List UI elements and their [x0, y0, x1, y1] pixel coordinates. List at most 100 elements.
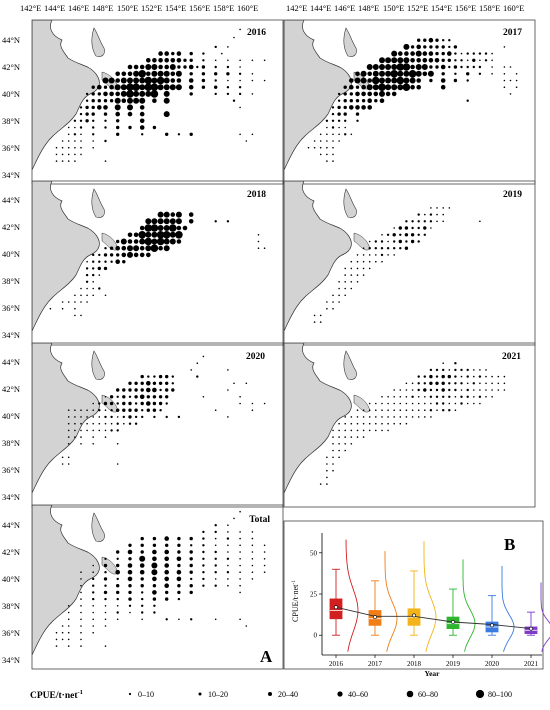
cpue-point — [440, 64, 446, 70]
x-ticks: 2016 2017 2018 2019 2020 2021 — [329, 655, 539, 668]
cpue-point — [410, 233, 415, 237]
cpue-point — [397, 57, 404, 64]
cpue-point — [144, 76, 153, 85]
cpue-point — [157, 70, 164, 77]
cpue-point — [92, 253, 95, 257]
cpue-point — [319, 321, 322, 323]
cpue-point — [368, 416, 371, 418]
cpue-point — [177, 590, 181, 595]
cpue-point — [122, 388, 126, 392]
cpue-point — [411, 220, 414, 223]
cpue-point — [239, 106, 241, 109]
cpue-point — [355, 91, 360, 97]
cpue-point — [257, 247, 260, 249]
cpue-point — [152, 590, 157, 595]
lon-tick-label: 148°E — [358, 3, 379, 13]
cpue-point — [391, 50, 398, 57]
cpue-point — [485, 369, 487, 371]
cpue-point — [214, 220, 217, 223]
cpue-point — [239, 591, 241, 594]
cpue-point — [375, 422, 377, 425]
cpue-points-2019 — [313, 207, 481, 323]
cpue-point — [73, 133, 77, 136]
cpue-point — [423, 388, 427, 392]
cpue-point — [79, 112, 83, 116]
mean-marker — [334, 605, 338, 610]
cpue-point — [201, 72, 206, 76]
cpue-point — [109, 401, 114, 406]
cpue-point — [391, 91, 397, 97]
lat-tick-label: 36°N — [2, 628, 20, 638]
cpue-point — [151, 569, 158, 576]
cpue-point — [503, 375, 506, 378]
cpue-point — [74, 294, 76, 297]
cpue-point — [127, 111, 133, 117]
cpue-point — [92, 618, 94, 621]
cpue-point — [67, 645, 70, 647]
cpue-point — [152, 597, 157, 601]
cpue-point — [385, 57, 392, 64]
cpue-point — [350, 281, 353, 283]
cpue-point — [67, 140, 70, 142]
lat-tick-label: 40°N — [2, 89, 20, 99]
cpue-point — [509, 93, 512, 95]
cpue-point — [141, 133, 144, 136]
cpue-point — [91, 105, 95, 110]
cpue-point — [153, 375, 156, 378]
cpue-point — [387, 422, 389, 425]
cpue-point — [139, 90, 146, 97]
cpue-point — [429, 45, 433, 49]
cpue-point — [85, 267, 89, 270]
cpue-point — [442, 368, 445, 372]
cpue-point — [188, 64, 194, 70]
cpue-point — [387, 429, 389, 432]
cpue-point — [98, 409, 101, 412]
cpue-point — [454, 409, 457, 411]
cpue-point — [91, 92, 95, 96]
cpue-point — [393, 254, 395, 256]
cpue-point — [331, 112, 335, 116]
cpue-point — [453, 78, 458, 83]
cpue-point — [380, 240, 384, 243]
cpue-point — [176, 556, 182, 562]
lat-ticks-row-4: 44°N 42°N 40°N 38°N 36°N 34°N — [2, 520, 20, 665]
cpue-point — [472, 52, 475, 55]
cpue-point — [146, 401, 151, 406]
cpue-point — [139, 125, 145, 130]
map-year-label: 2020 — [246, 352, 265, 362]
cpue-point — [97, 99, 102, 103]
lon-tick-label: 158°E — [213, 3, 234, 13]
cpue-point — [74, 314, 76, 317]
cpue-point — [158, 51, 163, 56]
cpue-point — [214, 544, 217, 547]
cpue-point — [153, 415, 156, 419]
cpue-point — [74, 126, 76, 129]
mean-marker — [412, 613, 416, 618]
cpue-point — [214, 79, 217, 82]
cpue-point — [67, 605, 70, 607]
cpue-point — [332, 429, 334, 432]
cpue-point — [485, 382, 487, 385]
cpue-point — [466, 395, 469, 398]
cpue-point — [421, 64, 428, 70]
cpue-point — [405, 396, 408, 398]
cpue-point — [103, 105, 108, 110]
cpue-point — [104, 611, 107, 614]
cpue-point — [182, 225, 188, 231]
cpue-point — [436, 213, 438, 216]
cpue-point — [373, 91, 379, 97]
cpue-point — [387, 254, 389, 256]
cpue-point — [410, 239, 415, 244]
lon-tick-label: 150°E — [383, 3, 404, 13]
cpue-point — [473, 375, 475, 378]
cpue-point — [448, 369, 451, 371]
cpue-point — [393, 416, 395, 418]
cpue-point — [196, 65, 199, 69]
cpue-point — [399, 402, 402, 405]
cpue-point — [85, 92, 89, 96]
cpue-point — [405, 402, 408, 405]
cpue-point — [356, 436, 359, 438]
cpue-point — [98, 274, 101, 276]
cpue-point — [115, 245, 120, 251]
cpue-point — [239, 537, 241, 540]
